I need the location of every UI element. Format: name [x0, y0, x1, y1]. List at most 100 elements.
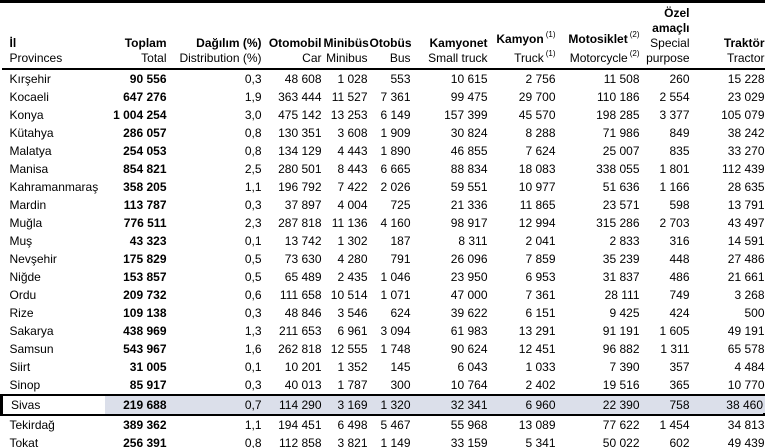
value-cell[interactable]: 1 028: [337, 72, 368, 86]
value-cell[interactable]: 4 443: [337, 144, 368, 158]
value-cell[interactable]: 49 191: [727, 324, 765, 338]
value-cell[interactable]: 23 571: [602, 198, 640, 212]
province-cell[interactable]: Muş: [9, 234, 33, 248]
province-cell[interactable]: Malatya: [9, 144, 52, 158]
value-cell[interactable]: 749: [669, 288, 690, 302]
province-cell[interactable]: Kahramanmaraş: [9, 180, 99, 194]
value-cell[interactable]: 21 336: [450, 198, 488, 212]
value-cell[interactable]: 500: [744, 306, 765, 320]
value-cell[interactable]: 10 764: [450, 378, 488, 392]
value-cell[interactable]: 1 033: [525, 360, 556, 374]
value-cell[interactable]: 43 497: [727, 216, 765, 230]
value-cell[interactable]: 1,6: [244, 342, 262, 356]
value-cell[interactable]: 196 792: [278, 180, 322, 194]
value-cell[interactable]: 2 833: [609, 234, 640, 248]
value-cell[interactable]: 49 439: [727, 436, 765, 448]
value-cell[interactable]: 8 443: [337, 162, 368, 176]
value-cell[interactable]: 2 756: [525, 72, 556, 86]
value-cell[interactable]: 19 516: [602, 378, 640, 392]
value-cell[interactable]: 33 270: [727, 144, 765, 158]
value-cell[interactable]: 33 159: [450, 436, 488, 448]
value-cell[interactable]: 6 665: [380, 162, 411, 176]
value-cell[interactable]: 105 079: [721, 108, 765, 122]
value-cell[interactable]: 6 953: [525, 270, 556, 284]
value-cell[interactable]: 5 341: [525, 436, 556, 448]
value-cell[interactable]: 25 007: [602, 144, 640, 158]
value-cell[interactable]: 1,3: [244, 324, 262, 338]
value-cell[interactable]: 110 186: [597, 90, 640, 104]
value-cell[interactable]: 1 320: [369, 394, 413, 416]
province-cell[interactable]: Tokat: [9, 436, 39, 448]
value-cell[interactable]: 624: [390, 306, 411, 320]
value-cell[interactable]: 316: [669, 234, 690, 248]
value-cell[interactable]: 13 742: [284, 234, 322, 248]
value-cell[interactable]: 28 111: [604, 288, 640, 302]
value-cell[interactable]: 1 787: [337, 378, 368, 392]
value-cell[interactable]: 65 578: [727, 342, 765, 356]
value-cell[interactable]: 219 688: [104, 394, 169, 416]
value-cell[interactable]: 260: [669, 72, 690, 86]
value-cell[interactable]: 39 622: [450, 306, 488, 320]
value-cell[interactable]: 38 242: [727, 126, 765, 140]
value-cell[interactable]: 6 149: [380, 108, 411, 122]
value-cell[interactable]: 98 917: [450, 216, 488, 230]
value-cell[interactable]: 40 013: [284, 378, 322, 392]
province-cell[interactable]: Kırşehir: [9, 72, 51, 86]
value-cell[interactable]: 486: [669, 270, 690, 284]
value-cell[interactable]: 11 527: [331, 90, 368, 104]
value-cell[interactable]: 0,7: [168, 394, 264, 416]
value-cell[interactable]: 1 046: [380, 270, 411, 284]
value-cell[interactable]: 262 818: [278, 342, 322, 356]
value-cell[interactable]: 286 057: [123, 126, 167, 140]
value-cell[interactable]: 29 700: [518, 90, 556, 104]
value-cell[interactable]: 175 829: [123, 252, 167, 266]
value-cell[interactable]: 10 770: [727, 378, 765, 392]
value-cell[interactable]: 0,1: [244, 360, 262, 374]
value-cell[interactable]: 99 475: [450, 90, 488, 104]
value-cell[interactable]: 3 608: [337, 126, 368, 140]
value-cell[interactable]: 1 004 254: [113, 108, 167, 122]
value-cell[interactable]: 475 142: [278, 108, 322, 122]
value-cell[interactable]: 30 824: [450, 126, 488, 140]
value-cell[interactable]: 1 166: [659, 180, 690, 194]
province-cell[interactable]: Tekirdağ: [9, 418, 55, 432]
value-cell[interactable]: 90 624: [450, 342, 488, 356]
value-cell[interactable]: 114 290: [263, 394, 324, 416]
value-cell[interactable]: 11 136: [331, 216, 368, 230]
value-cell[interactable]: 1 311: [660, 342, 690, 356]
value-cell[interactable]: 91 191: [602, 324, 640, 338]
value-cell[interactable]: 438 969: [123, 324, 167, 338]
value-cell[interactable]: 28 635: [727, 180, 765, 194]
value-cell[interactable]: 357: [669, 360, 690, 374]
value-cell[interactable]: 0,3: [244, 378, 262, 392]
value-cell[interactable]: 280 501: [278, 162, 322, 176]
value-cell[interactable]: 598: [669, 198, 690, 212]
value-cell[interactable]: 448: [669, 252, 690, 266]
value-cell[interactable]: 0,3: [244, 72, 262, 86]
value-cell[interactable]: 7 422: [337, 180, 368, 194]
value-cell[interactable]: 4 484: [734, 360, 765, 374]
value-cell[interactable]: 10 201: [284, 360, 322, 374]
value-cell[interactable]: 1 149: [380, 436, 411, 448]
value-cell[interactable]: 34 813: [727, 418, 765, 432]
value-cell[interactable]: 113 787: [123, 198, 167, 212]
value-cell[interactable]: 61 983: [450, 324, 488, 338]
province-cell[interactable]: Nevşehir: [9, 252, 57, 266]
province-cell[interactable]: Sivas: [0, 394, 105, 416]
value-cell[interactable]: 365: [669, 378, 690, 392]
value-cell[interactable]: 211 653: [279, 324, 322, 338]
value-cell[interactable]: 254 053: [123, 144, 167, 158]
value-cell[interactable]: 0,8: [244, 126, 262, 140]
value-cell[interactable]: 1 801: [659, 162, 690, 176]
value-cell[interactable]: 758: [641, 394, 692, 416]
value-cell[interactable]: 112 858: [279, 436, 322, 448]
value-cell[interactable]: 111 658: [279, 288, 322, 302]
value-cell[interactable]: 389 362: [123, 418, 167, 432]
value-cell[interactable]: 71 986: [602, 126, 640, 140]
value-cell[interactable]: 27 486: [727, 252, 765, 266]
value-cell[interactable]: 13 791: [727, 198, 765, 212]
value-cell[interactable]: 9 425: [609, 306, 640, 320]
value-cell[interactable]: 543 967: [123, 342, 167, 356]
value-cell[interactable]: 0,5: [244, 270, 262, 284]
value-cell[interactable]: 1 748: [380, 342, 411, 356]
